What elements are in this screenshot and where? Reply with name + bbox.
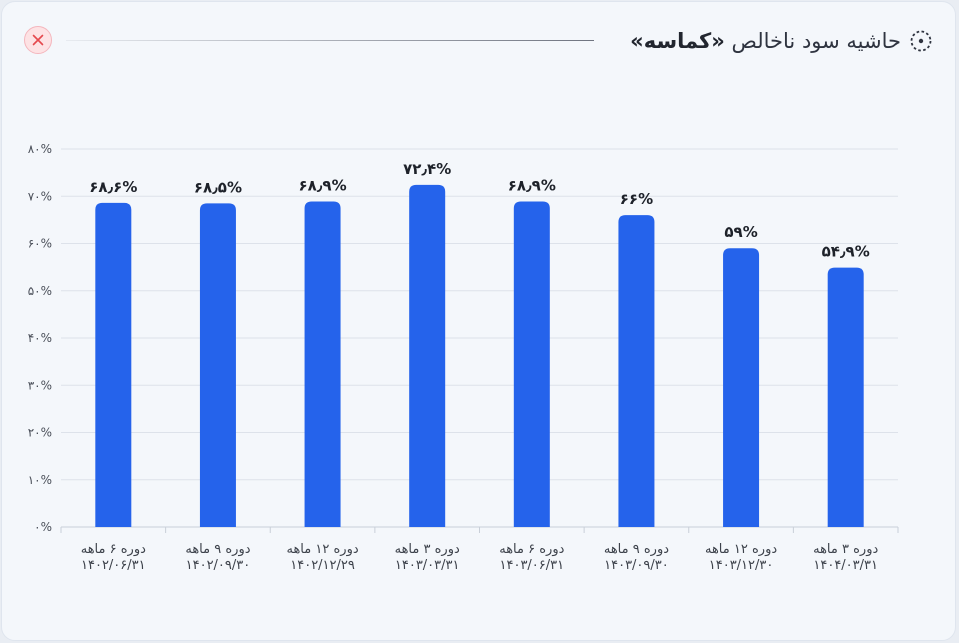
bar — [409, 184, 446, 527]
data-label: ۶۸٫۹% — [508, 176, 556, 194]
bar — [513, 201, 550, 527]
data-label: ۶۸٫۶% — [89, 178, 137, 196]
x-category-date: ۱۴۰۳/۰۹/۳۰ — [604, 558, 669, 573]
x-category-date: ۱۴۰۲/۰۹/۳۰ — [186, 558, 251, 573]
x-category-label: دوره ۹ ماهه — [604, 542, 669, 557]
x-category-label: دوره ۹ ماهه — [185, 542, 250, 557]
dotted-circle-icon — [910, 30, 932, 52]
title-divider-line — [66, 40, 594, 41]
title-prefix: حاشیه سود ناخالص — [731, 29, 901, 53]
data-label: ۷۲٫۴% — [403, 160, 451, 178]
x-category-label: دوره ۱۲ ماهه — [705, 542, 777, 557]
bar — [304, 201, 341, 527]
data-label: ۵۹% — [724, 223, 757, 241]
x-category-label: دوره ۳ ماهه — [395, 542, 460, 557]
title-group: حاشیه سود ناخالص «کماسه» — [630, 24, 933, 58]
close-button[interactable] — [24, 26, 52, 54]
chart-title: حاشیه سود ناخالص «کماسه» — [630, 29, 901, 53]
data-label: ۶۸٫۵% — [194, 178, 242, 196]
x-category-label: دوره ۶ ماهه — [499, 542, 564, 557]
bar — [827, 267, 864, 527]
x-category-date: ۱۴۰۲/۱۲/۲۹ — [290, 558, 355, 573]
x-category-label: دوره ۱۲ ماهه — [286, 542, 358, 557]
y-tick-label: ۶۰% — [28, 237, 52, 251]
x-category-date: ۱۴۰۳/۱۲/۳۰ — [709, 558, 774, 573]
bar — [723, 248, 760, 527]
y-tick-label: ۲۰% — [28, 426, 52, 440]
data-label: ۶۸٫۹% — [299, 176, 347, 194]
data-label: ۶۶% — [620, 190, 653, 208]
bar — [618, 215, 655, 527]
y-tick-label: ۴۰% — [28, 331, 52, 345]
x-category-label: دوره ۶ ماهه — [81, 542, 146, 557]
x-category-date: ۱۴۰۴/۰۳/۳۱ — [813, 558, 878, 573]
chart-header: حاشیه سود ناخالص «کماسه» — [0, 22, 959, 58]
y-tick-label: ۵۰% — [28, 284, 52, 298]
bar — [199, 203, 236, 527]
y-tick-label: ۳۰% — [28, 378, 52, 392]
x-category-date: ۱۴۰۲/۰۶/۳۱ — [81, 558, 146, 573]
title-symbol: «کماسه» — [630, 29, 725, 53]
data-label: ۵۴٫۹% — [822, 243, 870, 261]
x-category-date: ۱۴۰۳/۰۶/۳۱ — [500, 558, 565, 573]
x-category-label: دوره ۳ ماهه — [813, 542, 878, 557]
y-tick-label: ۱۰% — [28, 473, 52, 487]
y-tick-label: ۷۰% — [28, 189, 52, 203]
close-icon — [32, 34, 44, 46]
y-tick-label: ۸۰% — [28, 142, 52, 156]
bar — [95, 202, 132, 528]
x-category-date: ۱۴۰۳/۰۳/۳۱ — [395, 558, 460, 573]
y-tick-label: ۰% — [34, 520, 52, 534]
